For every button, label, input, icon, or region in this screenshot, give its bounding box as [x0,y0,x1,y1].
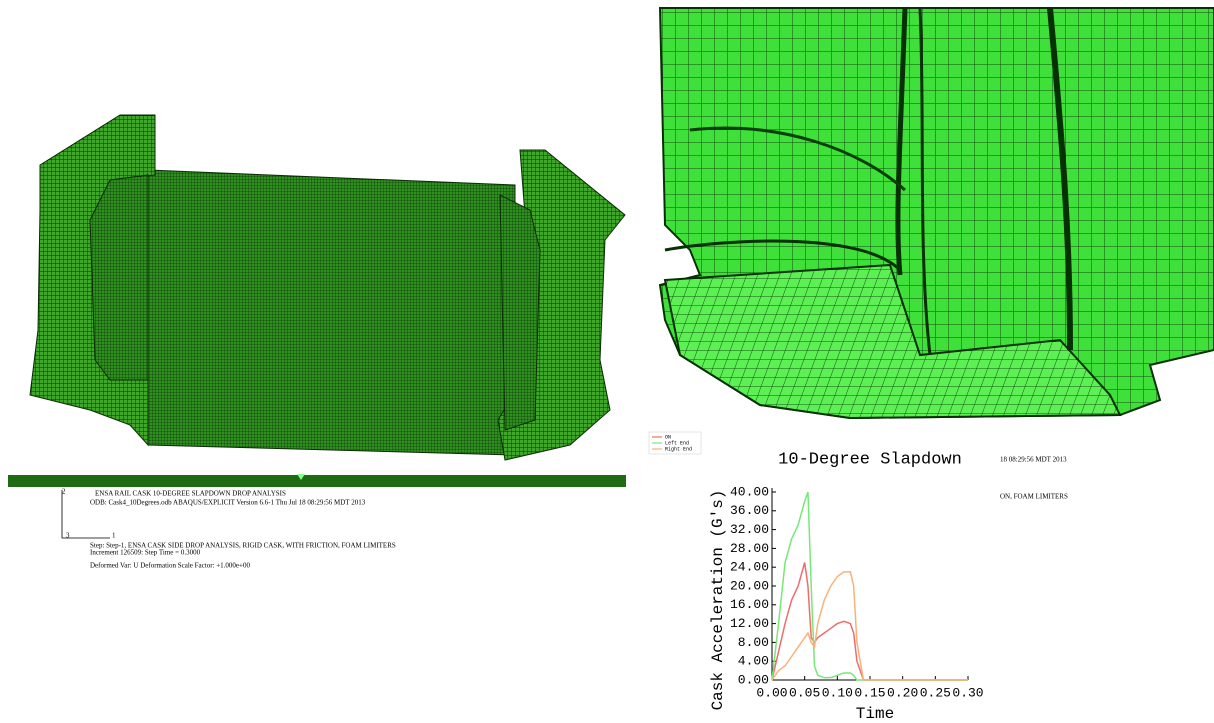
info-line: ODB: Cask4_10Degrees.odb ABAQUS/EXPLICIT… [90,499,366,507]
x-tick-label: 0.05 [789,685,820,700]
x-tick-label: 0.10 [822,685,853,700]
x-tick-label: 0.20 [887,685,918,700]
annotation: ON, FOAM LIMITERS [1000,493,1068,501]
y-tick-label: 40.00 [730,484,769,499]
y-tick-label: 36.00 [730,503,769,518]
series-line [772,563,968,681]
x-tick-label: 0.00 [756,685,787,700]
ground-plane [8,475,626,487]
x-tick-label: 0.25 [920,685,951,700]
y-tick-label: 8.00 [738,635,769,650]
left-model [8,115,626,538]
right-model [660,8,1214,418]
y-tick-label: 16.00 [730,597,769,612]
info-line: ENSA RAIL CASK 10-DEGREE SLAPDOWN DROP A… [95,490,286,498]
triad-label: 2 [62,488,66,496]
y-tick-label: 28.00 [730,541,769,556]
page: 2 3 1 ENSA RAIL CASK 10-DEGREE SLAPDOWN DRO… [0,0,1214,723]
annotation: 18 08:29:56 MDT 2013 [1000,456,1067,464]
info-line: Increment 126509: Step Time = 0.3000 [90,549,201,557]
series-line [772,492,968,680]
chart-title: 10-Degree Slapdown [778,450,962,469]
x-tick-label: 0.30 [952,685,983,700]
legend-label: Right End [665,446,692,452]
y-tick-label: 4.00 [738,654,769,669]
x-axis-label: Time [856,705,894,723]
y-tick-label: 20.00 [730,578,769,593]
y-axis-label: Cask Acceleration (G's) [709,490,727,711]
y-tick-label: 12.00 [730,616,769,631]
triad-label: 3 [66,532,70,540]
info-line: Deformed Var: U Deformation Scale Factor… [90,562,250,570]
series-line [772,572,968,680]
triad-label: 1 [112,532,116,540]
y-tick-label: 24.00 [730,560,769,575]
x-tick-label: 0.15 [854,685,885,700]
y-tick-label: 32.00 [730,522,769,537]
